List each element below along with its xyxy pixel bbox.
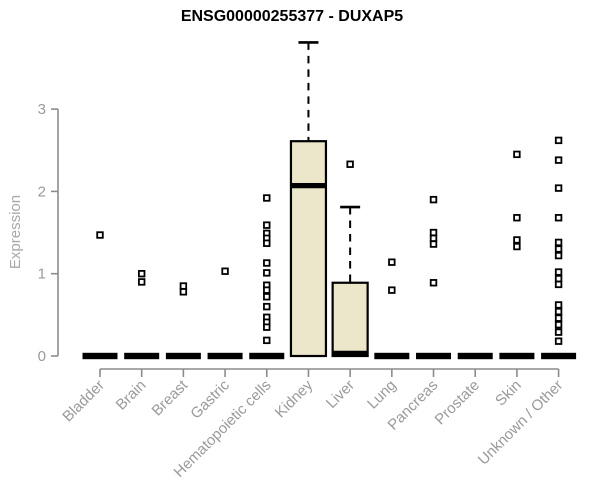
y-tick-label: 2 bbox=[38, 183, 46, 200]
boxplot-lung bbox=[374, 258, 410, 360]
boxplot-pancreas bbox=[416, 195, 452, 360]
outlier-point bbox=[513, 236, 521, 244]
outlier-point bbox=[554, 268, 563, 276]
y-tick-label: 3 bbox=[38, 101, 46, 118]
outlier-point bbox=[554, 337, 563, 345]
outlier-point bbox=[429, 240, 438, 248]
zero-bar bbox=[165, 352, 201, 360]
zero-bar bbox=[124, 352, 160, 360]
boxplot-liver bbox=[331, 160, 369, 358]
outlier-point bbox=[263, 323, 271, 331]
x-tick-label-breast: Breast bbox=[149, 376, 192, 419]
chart-title: ENSG00000255377 - DUXAP5 bbox=[181, 8, 403, 25]
x-tick-label-brain: Brain bbox=[113, 377, 150, 414]
outlier-point bbox=[554, 301, 563, 309]
outlier-point bbox=[388, 286, 396, 294]
boxplots bbox=[82, 41, 577, 360]
outlier-point bbox=[137, 269, 146, 278]
box bbox=[289, 140, 328, 358]
y-tick-label: 1 bbox=[38, 266, 46, 283]
zero-bar bbox=[457, 352, 493, 360]
zero-bar bbox=[207, 352, 243, 360]
boxplot-skin bbox=[499, 150, 535, 360]
x-tick-label-bladder: Bladder bbox=[59, 377, 108, 426]
outlier-point bbox=[263, 269, 271, 277]
outlier-point bbox=[179, 282, 188, 290]
boxplot-gastric bbox=[207, 267, 243, 360]
outlier-point bbox=[554, 328, 563, 336]
boxplot-breast bbox=[165, 282, 201, 360]
x-tick-label-kidney: Kidney bbox=[272, 376, 317, 421]
outlier-point bbox=[513, 214, 521, 222]
outlier-point bbox=[388, 258, 396, 266]
outlier-point bbox=[429, 279, 438, 287]
outlier-point bbox=[429, 234, 438, 243]
outlier-point bbox=[554, 321, 563, 329]
zero-bar bbox=[416, 352, 452, 360]
outlier-point bbox=[263, 336, 271, 345]
outlier-point bbox=[554, 238, 563, 247]
outlier-point bbox=[263, 239, 271, 247]
outlier-point bbox=[346, 160, 354, 168]
outlier-point bbox=[554, 214, 563, 222]
boxplot-prostate bbox=[457, 352, 493, 360]
boxplot-kidney bbox=[289, 41, 328, 358]
zero-bar bbox=[541, 352, 577, 360]
outlier-point bbox=[96, 231, 104, 239]
outlier-point bbox=[263, 221, 271, 229]
outlier-point bbox=[554, 136, 563, 145]
outlier-point bbox=[513, 150, 521, 159]
outlier-point bbox=[554, 156, 563, 164]
outlier-point bbox=[554, 280, 563, 289]
x-tick-label-lung: Lung bbox=[364, 377, 400, 413]
boxplot-bladder bbox=[82, 231, 118, 360]
outlier-point bbox=[263, 259, 271, 267]
outlier-point bbox=[513, 242, 521, 251]
zero-bar bbox=[249, 352, 285, 360]
boxplot-brain bbox=[124, 269, 160, 360]
outlier-point bbox=[429, 228, 438, 237]
outlier-point bbox=[554, 245, 563, 253]
outlier-point bbox=[263, 302, 271, 311]
outlier-point bbox=[554, 251, 563, 260]
y-axis-label: Expression bbox=[7, 195, 24, 269]
outlier-point bbox=[221, 267, 229, 275]
outlier-point bbox=[554, 274, 563, 283]
outlier-point bbox=[263, 194, 271, 202]
outlier-point bbox=[554, 184, 563, 192]
outlier-point bbox=[263, 293, 271, 301]
outlier-point bbox=[554, 307, 563, 316]
zero-bar bbox=[82, 352, 118, 360]
zero-bar bbox=[374, 352, 410, 360]
zero-bar bbox=[499, 352, 535, 360]
x-tick-label-prostate: Prostate bbox=[432, 377, 484, 429]
outlier-point bbox=[554, 314, 563, 322]
box bbox=[331, 281, 369, 358]
x-tick-label-skin: Skin bbox=[492, 377, 525, 410]
outlier-point bbox=[179, 288, 188, 296]
outlier-point bbox=[429, 195, 438, 204]
outlier-point bbox=[137, 278, 146, 286]
x-tick-label-liver: Liver bbox=[323, 377, 358, 412]
boxplot-unknown-other bbox=[541, 136, 577, 360]
y-tick-label: 0 bbox=[38, 348, 46, 365]
outlier-point bbox=[263, 286, 271, 294]
boxplot-hematopoietic-cells bbox=[249, 194, 285, 360]
